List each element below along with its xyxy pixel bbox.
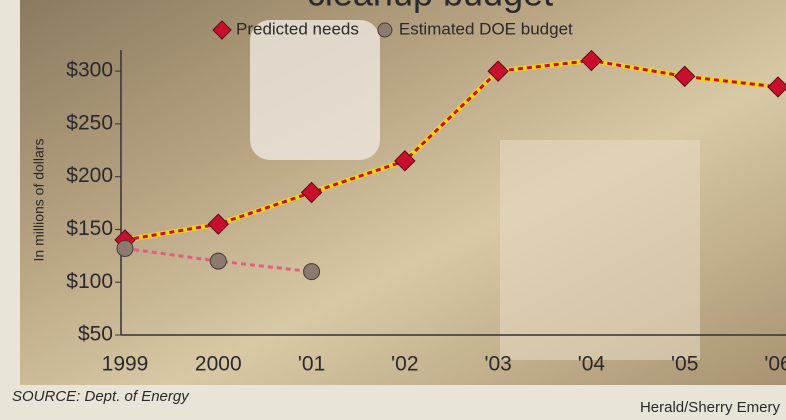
x-tick-label: '03: [484, 353, 511, 376]
marker: [116, 239, 134, 257]
photo-detail: [250, 20, 380, 160]
x-tick-label: '04: [578, 353, 606, 376]
marker: [674, 65, 696, 88]
y-tick-label: $200: [66, 164, 113, 187]
x-tick-label: '05: [671, 353, 698, 376]
marker: [300, 181, 323, 204]
x-tick-label: '02: [391, 353, 418, 376]
legend-marker: [212, 20, 232, 40]
y-tick-label: $50: [78, 323, 113, 346]
marker: [394, 150, 416, 172]
legend-label: Predicted needs: [236, 19, 359, 38]
credit: Herald/Sherry Emery: [640, 399, 781, 416]
line: [124, 59, 779, 242]
marker: [303, 263, 321, 281]
chart-title: cleanup budget: [307, 0, 553, 14]
marker: [767, 76, 786, 98]
x-tick-label: '01: [298, 353, 325, 376]
marker: [207, 213, 229, 235]
x-tick-label: 2000: [195, 353, 242, 376]
x-tick-label: 1999: [102, 353, 149, 376]
legend-label: Estimated DOE budget: [399, 19, 573, 38]
legend: Predicted needs Estimated DOE budget: [212, 19, 573, 40]
y-axis-label: In millions of dollars: [31, 139, 47, 262]
photo-detail: [500, 140, 700, 360]
y-tick-label: $100: [66, 270, 113, 293]
marker: [580, 49, 603, 72]
x-tick-label: '06: [764, 353, 786, 376]
marker: [487, 60, 509, 82]
source: SOURCE: Dept. of Energy: [12, 388, 190, 405]
y-tick-label: $300: [66, 59, 113, 82]
y-tick-label: $250: [66, 111, 113, 134]
y-tick-label: $150: [66, 217, 113, 240]
legend-marker: [377, 22, 393, 38]
marker: [209, 252, 227, 270]
